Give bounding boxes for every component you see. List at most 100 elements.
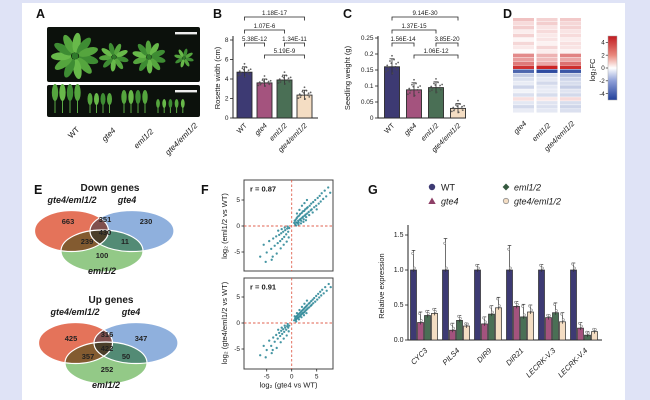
- data-dot: [277, 82, 280, 84]
- scatter-point: [303, 201, 306, 205]
- seedling-leaf: [59, 84, 66, 101]
- data-dot: [268, 83, 271, 86]
- scatter-point: [279, 341, 282, 344]
- bar: [442, 269, 449, 341]
- replicate-dot: [515, 302, 519, 306]
- seedling-leaf: [142, 90, 148, 104]
- scatter-point: [286, 322, 289, 326]
- heatmap-cell: [560, 97, 581, 101]
- scatter-point: [259, 255, 262, 258]
- rosette-center: [146, 54, 152, 60]
- replicate-dot: [458, 316, 462, 320]
- heatmap-cell: [560, 33, 581, 38]
- scatter-point: [323, 189, 326, 192]
- p-value-label: 5.19E-9: [274, 48, 296, 55]
- rosette-leaf: [63, 34, 75, 54]
- scatter-point: [287, 230, 290, 233]
- scatter-point: [279, 239, 282, 243]
- rosette-leaf: [64, 58, 75, 78]
- colorbar-ticks: 4 2 0 -2 -4: [599, 40, 608, 98]
- data-dot: [284, 83, 287, 85]
- data-dot: [260, 82, 262, 85]
- scatter-point: [264, 260, 267, 264]
- data-dot: [258, 81, 261, 84]
- scatter-point: [316, 196, 319, 200]
- data-dot: [285, 74, 288, 77]
- heatmap-cell: [513, 85, 534, 89]
- data-dot: [302, 91, 305, 94]
- panel-a-letter: A: [36, 7, 45, 21]
- heatmap-cell: [560, 89, 581, 93]
- scatter-point: [300, 305, 304, 309]
- scatter-point: [277, 328, 280, 331]
- data-dot: [460, 107, 463, 110]
- data-dot: [453, 109, 455, 112]
- scatter-top-ylabel: log₂ (eml1/2 vs WT): [220, 193, 229, 259]
- p-value-label: 5.38E-12: [242, 36, 268, 43]
- scatter-point: [315, 294, 318, 298]
- replicate-dot: [433, 309, 437, 313]
- venn-down-abc: 430: [99, 228, 112, 237]
- scatter-point: [308, 301, 311, 304]
- heatmap-cell: [560, 81, 581, 85]
- scatter-point: [307, 210, 310, 214]
- scatter-point: [302, 220, 305, 223]
- scatter-point: [275, 333, 278, 337]
- data-dot: [288, 80, 291, 83]
- y-tick-label: 0.0: [394, 337, 404, 344]
- data-dot: [408, 87, 411, 90]
- scatter-point: [287, 330, 290, 333]
- replicate-dot: [426, 312, 430, 315]
- heatmap-cell: [536, 41, 558, 46]
- scatter-point: [276, 337, 279, 340]
- x-category-label: WT: [382, 121, 397, 136]
- heatmap-cell: [513, 53, 534, 58]
- rosette-leaf: [185, 57, 194, 62]
- data-dot: [241, 67, 244, 70]
- data-dot: [435, 77, 437, 80]
- replicate-dot: [497, 304, 501, 308]
- panel-d-letter: D: [503, 7, 512, 21]
- bar: [456, 320, 463, 341]
- data-dot: [297, 97, 300, 100]
- data-dot: [262, 80, 265, 83]
- data-dot: [395, 68, 398, 71]
- significance-bracket: [413, 54, 459, 59]
- rosette-center: [71, 52, 79, 60]
- venn-down-set-c-label: eml1/2: [88, 266, 116, 276]
- data-dot: [304, 98, 307, 100]
- colorbar-tick-label: 2: [601, 52, 605, 59]
- y-tick-label: -5: [234, 249, 240, 256]
- bar: [481, 323, 488, 341]
- data-dot: [411, 83, 413, 86]
- heatmap-cell: [513, 57, 534, 62]
- colorbar-tick-label: -4: [599, 91, 605, 98]
- y-tick-label: 0.05: [361, 99, 374, 106]
- heatmap-cell: [536, 53, 558, 58]
- heatmap-cell: [513, 81, 534, 85]
- significance-bracket: [244, 29, 285, 34]
- scatter-point: [270, 258, 273, 261]
- data-dot: [280, 79, 282, 82]
- heatmap-cell: [560, 85, 581, 89]
- scatter-point: [297, 221, 300, 224]
- replicate-dot: [507, 247, 511, 251]
- bar: [424, 315, 431, 341]
- replicate-dot: [560, 312, 564, 316]
- rosette-leaf: [150, 58, 161, 71]
- scatter-point: [314, 300, 317, 303]
- rosette-leaf: [101, 48, 113, 57]
- scatter-point: [270, 247, 273, 251]
- scatter-point: [308, 306, 311, 309]
- heatmap-cell: [560, 65, 581, 70]
- scale-bar: [175, 90, 197, 93]
- scatter-point: [320, 192, 323, 195]
- scatter-point: [268, 239, 271, 243]
- data-dot: [237, 74, 240, 77]
- scatter-point: [318, 194, 321, 197]
- heatmap-cell: [536, 97, 558, 101]
- scatter-point: [280, 227, 283, 231]
- gene-label: DIR21: [504, 346, 525, 367]
- replicate-dot: [572, 266, 576, 270]
